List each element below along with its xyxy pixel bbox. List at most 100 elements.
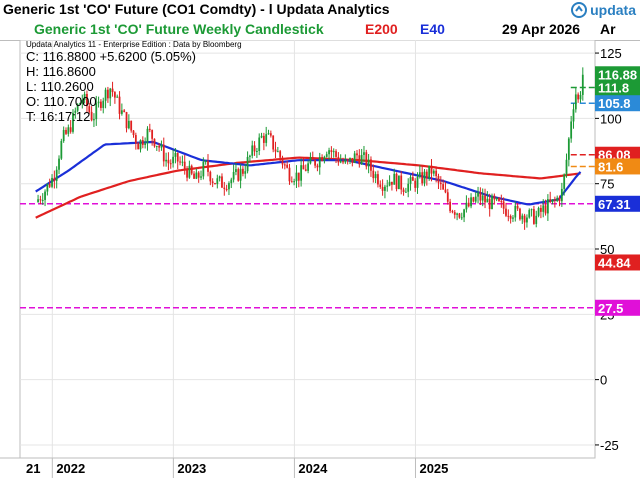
candle-body [553,199,556,201]
e200-path [35,156,581,219]
candle-body [202,162,205,177]
candle-body [67,127,70,134]
candle-body [39,199,42,201]
candle-body [365,152,368,167]
candle-body [183,161,186,169]
candle-body [179,161,181,163]
candle-body [579,94,582,100]
candle-body [314,160,316,166]
candle-body [565,159,568,175]
chart-header: Generic 1st 'CO' Future Weekly Candlesti… [0,20,640,61]
candle-body [530,209,533,211]
open-value: O: 110.7000 [26,94,97,109]
candle-body [428,165,431,179]
candle-body [216,178,219,185]
high-value: H: 116.8600 [26,64,96,79]
candle-body [186,168,188,178]
candle-body [260,135,263,138]
candle-body [174,153,177,157]
brand-name: Updata Analytics [276,1,390,17]
candle-body [209,171,212,182]
candle-body [491,195,493,209]
candle-body [542,205,545,212]
candle-body [479,192,482,201]
candle-body [267,133,270,135]
candle-body [223,187,226,190]
date-label: 29 Apr 2026 [502,21,581,37]
candle-body [416,176,419,188]
candle-body [528,210,531,218]
data-source: Updata Analytics 11 - Enterprise Edition… [26,40,242,49]
candle-body [48,183,51,187]
candle-body [123,110,126,113]
candle-body [400,175,403,190]
candle-body [295,172,298,182]
candle-body [477,192,479,197]
candle-body [151,130,154,139]
candle-body [218,176,221,179]
candle-body [134,135,137,144]
candle-body [546,199,549,214]
candle-body [113,92,116,98]
candle-body [169,163,172,165]
candle-body [90,111,93,121]
candle-body [379,184,382,187]
candle-body [83,93,86,100]
level-lines [20,86,595,309]
candle-body [512,217,514,219]
candle-body [446,192,449,202]
e200-line [35,156,581,219]
candle-body [65,129,67,134]
candle-body [388,181,391,186]
candle-body [395,173,398,190]
price-tag [595,299,640,316]
candle-body [253,145,256,152]
candle-body [449,201,452,212]
candle-body [311,157,314,161]
candle-body [172,156,174,164]
price-tag [595,158,640,175]
title-bar: Generic 1st 'CO' Future (CO1 Comdty) - l… [0,0,640,21]
candle-body [255,150,258,152]
legend-e40[interactable]: E40 [420,21,445,37]
candle-body [69,127,72,132]
candle-body [386,185,389,187]
candle-body [418,172,421,177]
candle-body [451,211,454,213]
candle-body [116,96,119,98]
candle-body [358,155,361,165]
candle-body [486,198,489,203]
candle-body [470,197,472,207]
candle-body [225,189,228,191]
candle-body [262,135,265,143]
candle-body [556,197,559,201]
candle-body [339,161,342,163]
candlesticks [37,67,584,230]
candle-body [372,170,375,179]
candle-body [456,213,458,215]
legend-e200[interactable]: E200 [365,21,398,37]
candle-body [337,156,340,163]
candle-body [104,89,107,101]
candle-body [207,161,209,172]
candle-body [258,137,261,151]
candle-body [567,138,570,160]
price-tag-label: 81.6 [598,159,623,174]
x-tick-label: 2025 [419,461,448,476]
candle-body [437,176,440,183]
candle-body [516,205,519,209]
candle-body [46,183,49,192]
candle-body [235,169,237,172]
candle-body [74,110,77,113]
candle-body [302,165,305,170]
candle-body [472,197,475,202]
candle-body [549,199,552,202]
time-axis: 21 2022 2023 2024 2025 [0,457,595,478]
candle-body [102,100,105,108]
candle-body [570,121,573,139]
candle-body [409,177,412,184]
y-tick-label: 75 [600,177,614,192]
candle-body [421,172,424,184]
candle-body [523,215,526,223]
